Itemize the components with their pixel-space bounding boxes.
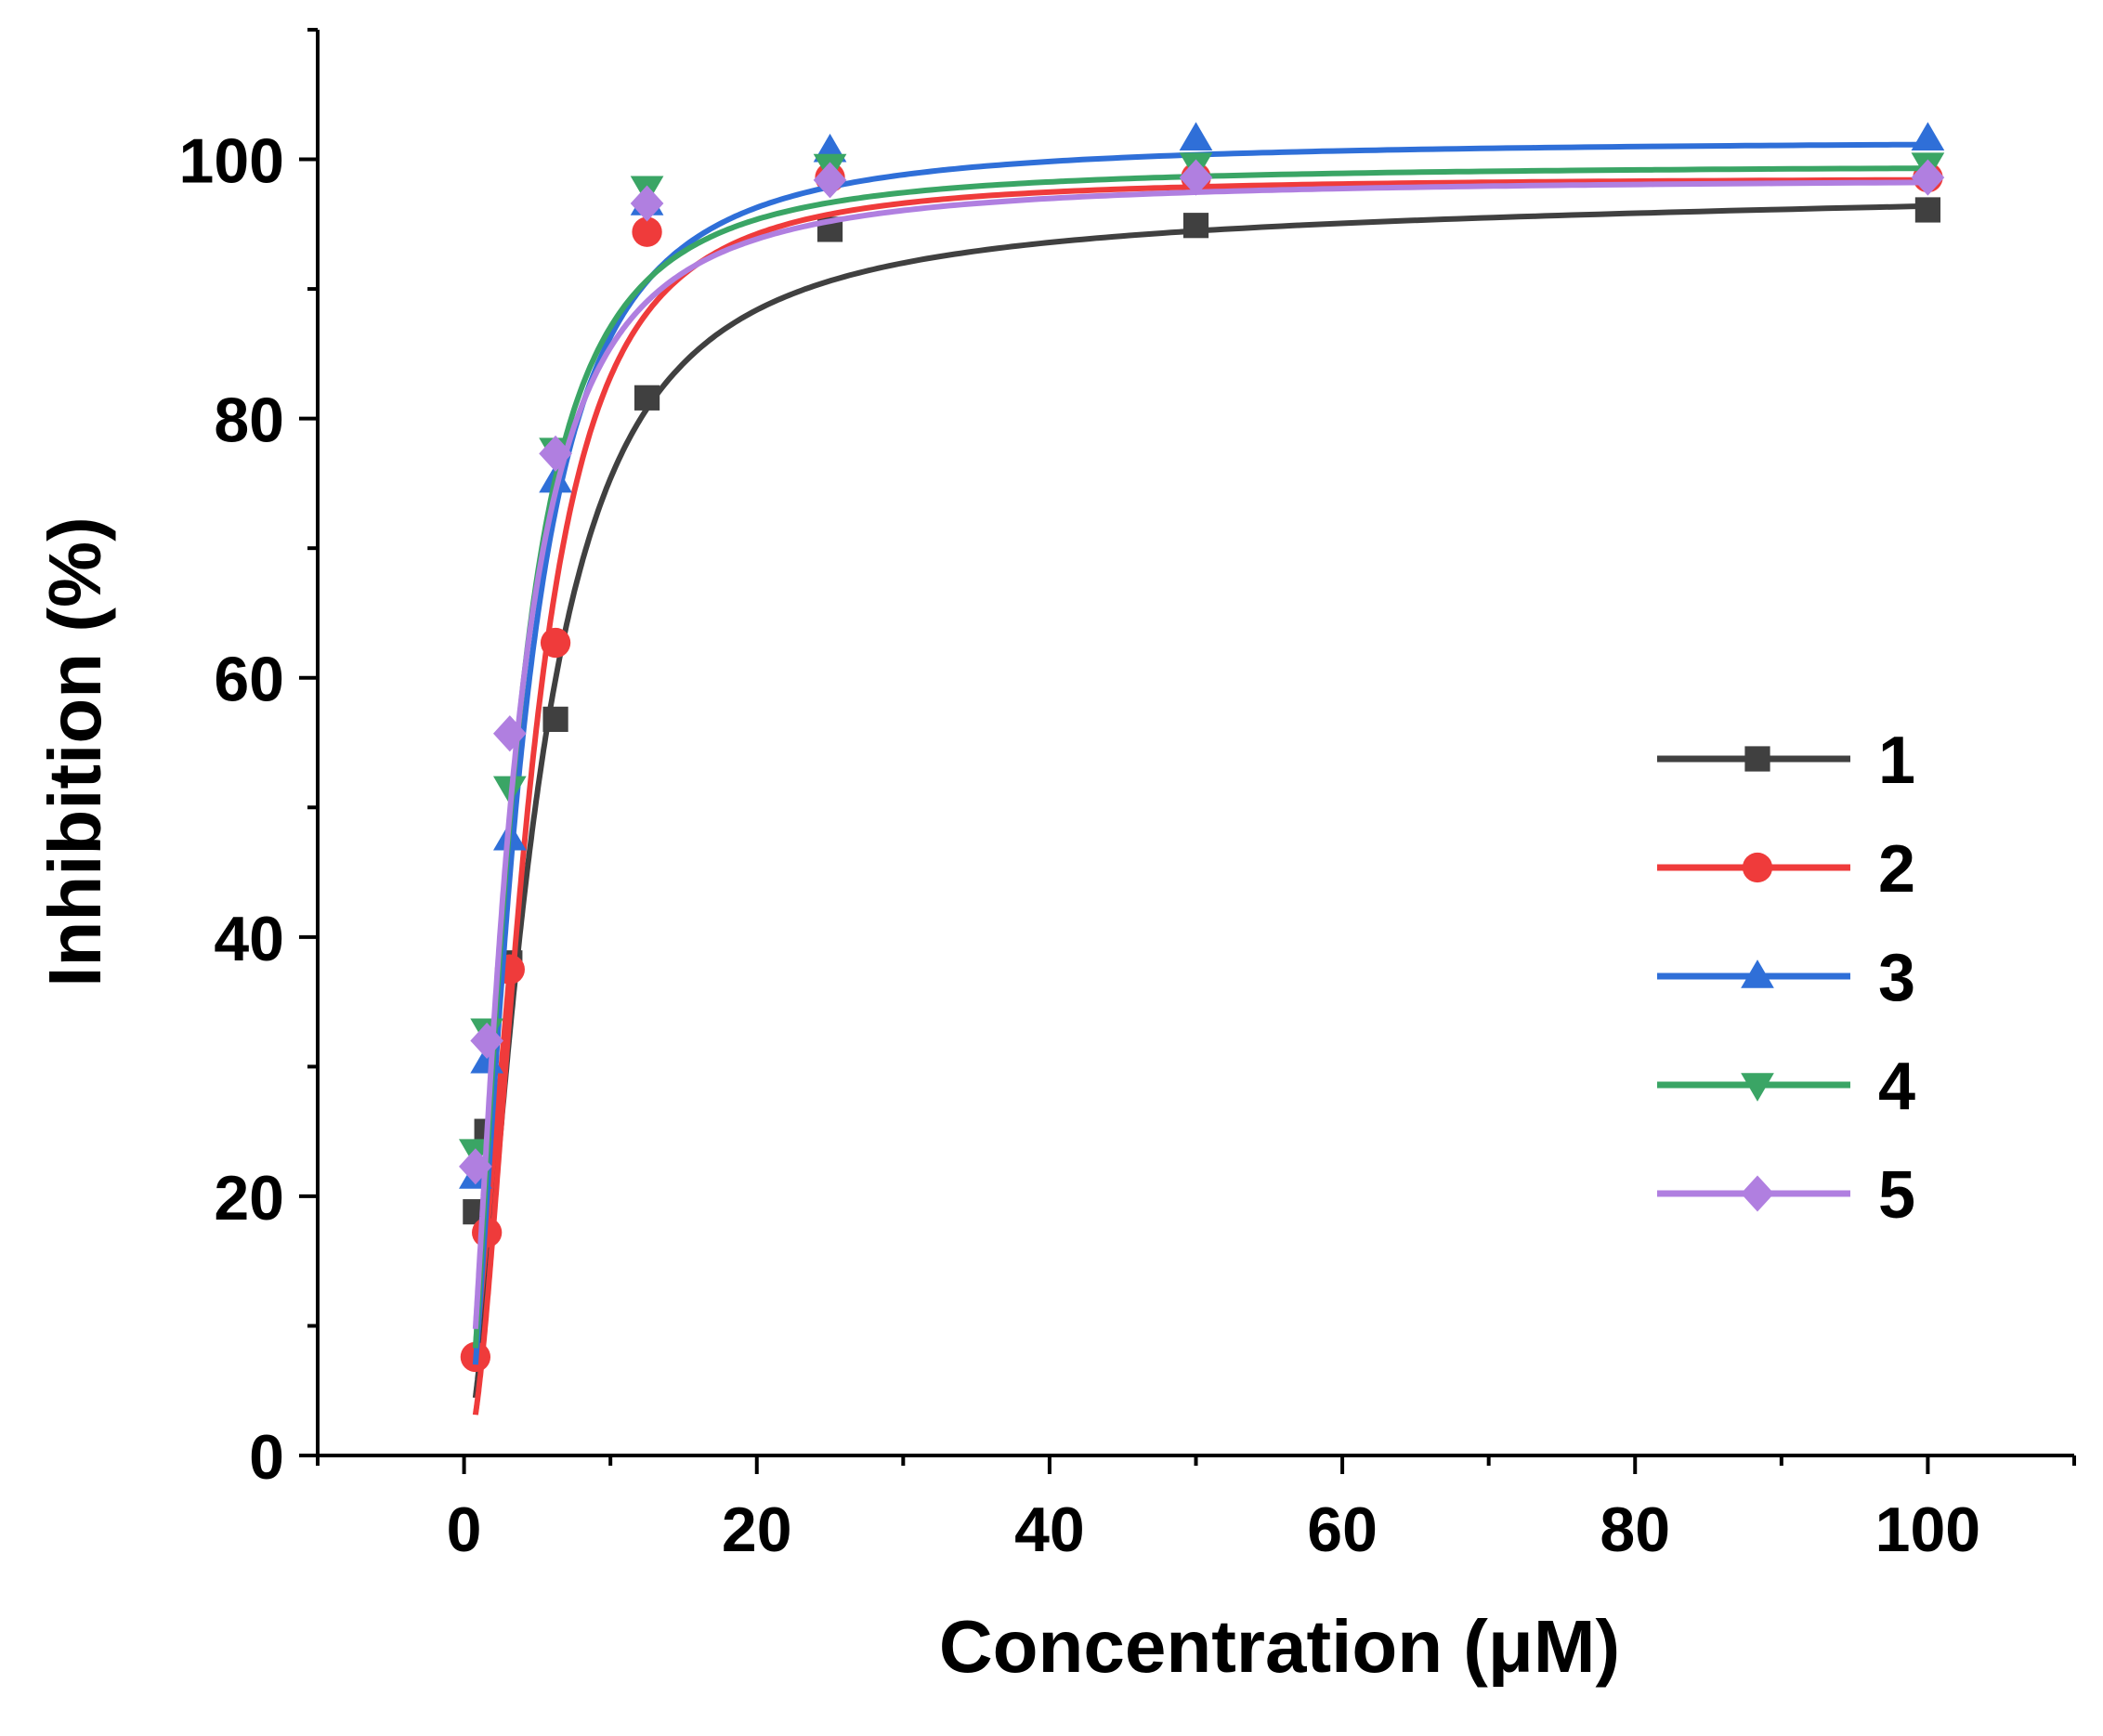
data-point	[542, 706, 568, 732]
data-point	[813, 162, 847, 199]
x-tick-label: 0	[447, 1495, 482, 1565]
x-tick-label: 100	[1875, 1495, 1980, 1565]
data-point	[1182, 213, 1209, 239]
data-point	[492, 715, 527, 752]
legend-label: 1	[1878, 724, 1915, 798]
axes-layer: 0 20 40 60 80 100 0 20 40 60 80 100	[179, 28, 2076, 1565]
series-layer	[459, 122, 1945, 1416]
fit-line-5	[472, 179, 1928, 1329]
data-point	[634, 385, 660, 411]
data-point	[540, 627, 571, 659]
legend-marker	[1741, 1175, 1774, 1212]
y-tick-label: 0	[249, 1422, 284, 1493]
x-tick-label: 40	[1014, 1495, 1085, 1565]
data-point	[539, 435, 572, 472]
fit-line-2	[472, 176, 1928, 1416]
x-tick-label: 60	[1307, 1495, 1378, 1565]
legend-marker	[1744, 746, 1770, 772]
x-tick-label: 80	[1600, 1495, 1670, 1565]
legend-marker	[1741, 959, 1774, 988]
data-point	[1179, 122, 1213, 150]
legend-label: 5	[1878, 1158, 1915, 1233]
legend-marker	[1741, 1073, 1774, 1102]
legend-item-5: 5	[1657, 1158, 1915, 1233]
data-point	[1911, 122, 1945, 150]
legend-item-2: 2	[1657, 832, 1915, 907]
data-point	[470, 1022, 504, 1060]
data-point	[632, 216, 662, 247]
y-tick-label: 100	[179, 126, 284, 197]
y-tick-label: 60	[214, 645, 284, 715]
legend-item-3: 3	[1657, 941, 1915, 1015]
series-5	[459, 159, 1945, 1329]
data-point	[630, 185, 664, 222]
y-tick-label: 40	[214, 904, 284, 974]
data-point	[1914, 197, 1941, 223]
y-axis-title: Inhibition (%)	[33, 516, 116, 987]
y-tick-label: 80	[214, 385, 284, 456]
legend-label: 3	[1878, 941, 1915, 1015]
x-tick-label: 20	[722, 1495, 792, 1565]
legend-label: 4	[1878, 1050, 1915, 1124]
legend-marker	[1742, 852, 1773, 883]
legend-item-1: 1	[1657, 724, 1915, 798]
y-tick-label: 20	[214, 1163, 284, 1233]
data-point	[459, 1148, 492, 1185]
data-point	[1179, 159, 1213, 196]
legend-label: 2	[1878, 832, 1915, 907]
legend: 1 2 3 4 5	[1657, 724, 1915, 1233]
legend-item-4: 4	[1657, 1050, 1915, 1124]
x-axis-title: Concentration (μM)	[939, 1605, 1620, 1688]
data-point	[1911, 159, 1945, 196]
